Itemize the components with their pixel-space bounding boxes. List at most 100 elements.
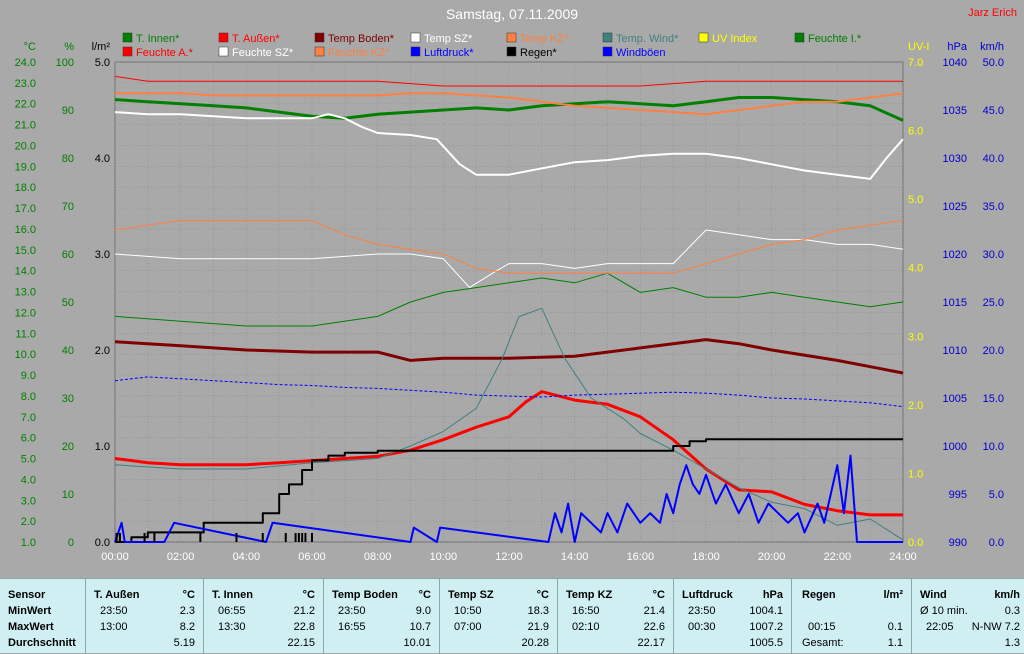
axis-unit-temp: °C — [24, 41, 36, 53]
max-value: 21.9 — [527, 621, 549, 633]
min-time: 23:50 — [338, 605, 366, 617]
sensor-title: T. Außen — [94, 589, 140, 601]
series-line-t-innen — [114, 96, 904, 122]
axis-tick-label-temp: 14.0 — [15, 266, 36, 278]
wind-max: N-NW 7.2 — [971, 621, 1020, 633]
max-time: 07:00 — [454, 621, 482, 633]
axis-tick-label-humidity: 30 — [62, 393, 74, 405]
legend-label: Feuchte I.* — [808, 33, 862, 45]
legend-label: Regen* — [520, 47, 557, 59]
legend-label: Feuchte A.* — [136, 47, 194, 59]
chart-series — [114, 75, 904, 543]
axis-tick-label-temp: 15.0 — [15, 245, 36, 257]
legend-swatch — [698, 32, 709, 43]
x-tick-label: 24:00 — [889, 551, 917, 563]
axis-tick-label-pressure: 1035 — [943, 105, 967, 117]
legend-label: Windböen — [616, 47, 666, 59]
axis-tick-label-temp: 22.0 — [15, 99, 36, 111]
summary-column-luftdruck: Luftdruck hPa 23:50 1004.1 00:30 1007.2 1005.5 — [674, 579, 792, 654]
chart-grid — [114, 61, 904, 543]
max-value: 8.2 — [179, 621, 195, 633]
axis-tick-label-wind: 20.0 — [983, 345, 1004, 357]
summary-column-t-innen: T. Innen °C 06:55 21.2 13:30 22.8 22.15 — [204, 579, 324, 654]
axis-tick-label-wind: 10.0 — [983, 441, 1004, 453]
series-line-temp-sz — [114, 111, 904, 180]
axis-tick-label-temp: 20.0 — [15, 140, 36, 152]
legend-label: UV Index — [712, 33, 758, 45]
axis-tick-label-humidity: 20 — [62, 441, 74, 453]
series-line-luftdruck — [114, 376, 904, 408]
summary-column-t-au-en: T. Außen °C 23:50 2.3 13:00 8.2 5.19 — [86, 579, 204, 654]
axis-unit-wind: km/h — [980, 41, 1004, 53]
avg-value: 22.17 — [637, 637, 665, 649]
axis-tick-label-uv: 2.0 — [908, 400, 923, 412]
axis-tick-label-humidity: 100 — [56, 57, 74, 69]
avg-value: 10.01 — [403, 637, 431, 649]
summary-column-regen: Regen l/m² 00:15 0.1 Gesamt: 1.1 — [794, 579, 912, 654]
sensor-unit: °C — [536, 589, 549, 601]
x-tick-label: 14:00 — [561, 551, 589, 563]
axis-tick-label-pressure: 1040 — [943, 57, 967, 69]
max-time: 00:30 — [688, 621, 716, 633]
row-label-sensor: Sensor — [8, 589, 46, 601]
axis-tick-label-temp: 4.0 — [21, 474, 36, 486]
axis-tick-label-rain: 1.0 — [95, 441, 110, 453]
axis-tick-label-rain: 3.0 — [95, 249, 110, 261]
avg-value: 22.15 — [287, 637, 315, 649]
axis-unit-uv: UV-I — [908, 41, 929, 53]
legend-swatch — [410, 46, 421, 57]
row-label-min: MinWert — [8, 605, 52, 617]
axis-tick-label-rain: 4.0 — [95, 153, 110, 165]
avg-value: 20.28 — [521, 637, 549, 649]
axis-tick-label-wind: 35.0 — [983, 201, 1004, 213]
regen-unit: l/m² — [883, 589, 903, 601]
axis-tick-label-uv: 7.0 — [908, 57, 923, 69]
legend-swatch — [314, 46, 325, 57]
regen-total: 1.1 — [887, 637, 903, 649]
max-time: 13:00 — [100, 621, 128, 633]
axis-tick-label-pressure: 1020 — [943, 249, 967, 261]
x-tick-label: 04:00 — [233, 551, 261, 563]
sensor-title: Temp SZ — [448, 589, 494, 601]
axis-tick-label-wind: 25.0 — [983, 297, 1004, 309]
axis-tick-label-pressure: 990 — [949, 537, 967, 549]
legend-label: Feuchte KZ* — [328, 47, 390, 59]
axis-tick-label-pressure: 995 — [949, 489, 967, 501]
x-tick-label: 00:00 — [101, 551, 129, 563]
axis-tick-label-temp: 7.0 — [21, 412, 36, 424]
max-value: 1007.2 — [749, 621, 783, 633]
min-value: 1004.1 — [749, 605, 783, 617]
sensor-unit: °C — [652, 589, 665, 601]
max-time: 02:10 — [572, 621, 600, 633]
wind-max-time: 22:05 — [926, 621, 954, 633]
axis-tick-label-temp: 6.0 — [21, 433, 36, 445]
series-line-temp-wind — [114, 307, 904, 541]
legend-label: Temp Boden* — [328, 33, 395, 45]
axis-tick-label-temp: 11.0 — [15, 328, 36, 340]
sensor-title: Temp KZ — [566, 589, 613, 601]
axis-tick-label-humidity: 70 — [62, 201, 74, 213]
axis-tick-label-humidity: 0 — [68, 537, 74, 549]
avg-value: 5.19 — [173, 637, 195, 649]
max-value: 22.6 — [643, 621, 665, 633]
legend-label: T. Außen* — [232, 33, 280, 45]
axis-tick-label-uv: 4.0 — [908, 263, 923, 275]
summary-table: Sensor MinWert MaxWert Durchschnitt T. A… — [0, 578, 1024, 654]
max-time: 13:30 — [218, 621, 246, 633]
row-label-avg: Durchschnitt — [8, 637, 76, 649]
series-line-feuchte-sz — [114, 229, 904, 289]
axis-tick-label-humidity: 10 — [62, 489, 74, 501]
legend-label: T. Innen* — [136, 33, 180, 45]
series-line-t-au-en — [114, 390, 903, 517]
series-line-temp-boden — [114, 338, 904, 375]
sensor-unit: °C — [418, 589, 431, 601]
legend-swatch — [122, 32, 133, 43]
axis-tick-label-wind: 45.0 — [983, 105, 1004, 117]
legend-swatch — [506, 46, 517, 57]
axis-tick-label-temp: 8.0 — [21, 391, 36, 403]
legend-swatch — [218, 32, 229, 43]
axis-tick-label-pressure: 1000 — [943, 441, 967, 453]
min-value: 2.3 — [179, 605, 195, 617]
series-line-windb-en — [114, 454, 903, 543]
legend-label: Temp. Wind* — [616, 33, 679, 45]
